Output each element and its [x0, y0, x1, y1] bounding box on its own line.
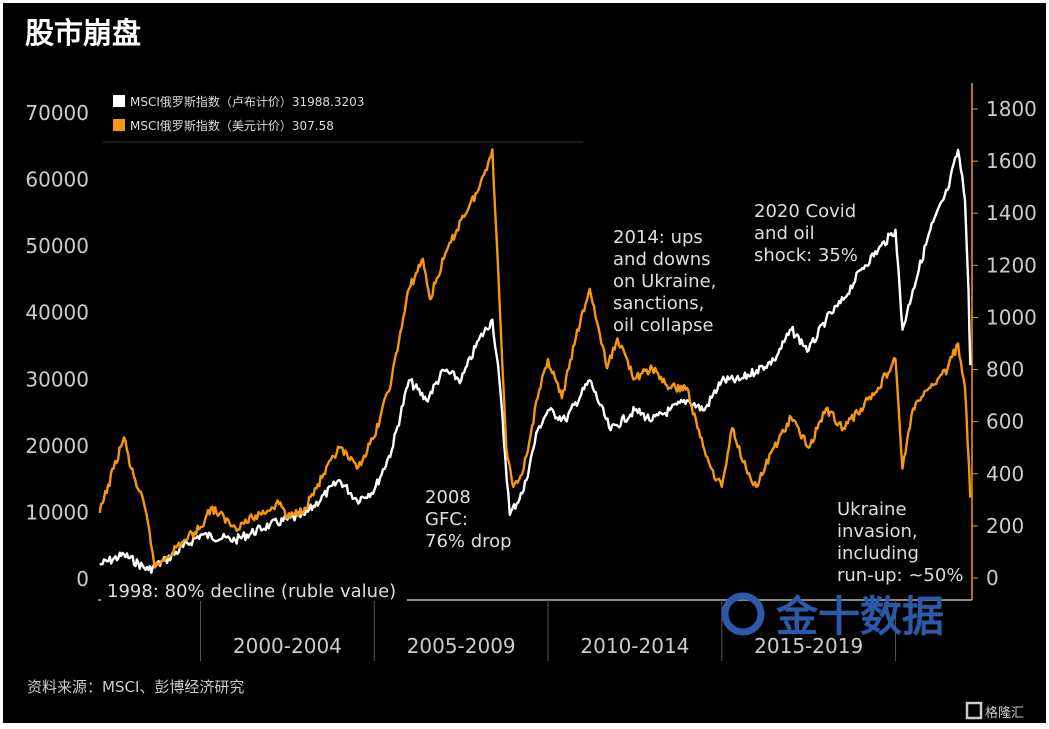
right-tick-label: 0 [986, 566, 999, 590]
annotation-bg [101, 579, 407, 601]
annotation-line: shock: 35% [754, 245, 858, 266]
legend-label-ruble: MSCI俄罗斯指数（卢布计价）31988.3203 [130, 94, 364, 109]
gelonghui-text: 格隆汇 [985, 705, 1024, 721]
left-tick-label: 60000 [25, 168, 89, 192]
annotation-line: and oil [754, 223, 815, 244]
annotation-line: oil collapse [613, 315, 714, 336]
annotation-line: GFC: [425, 509, 468, 530]
annotation-line: including [837, 543, 919, 564]
right-tick-label: 1800 [986, 97, 1037, 121]
right-tick-label: 200 [986, 514, 1024, 538]
jin10-watermark: 金十数据 [721, 592, 944, 641]
gelonghui-logo: 格隆汇 [965, 701, 1024, 721]
x-tick-label: 2015-2019 [754, 634, 863, 658]
chart-title: 股市崩盘 [25, 16, 141, 50]
annotation-line: invasion, [837, 521, 918, 542]
right-tick-label: 400 [986, 462, 1024, 486]
right-tick-label: 1200 [986, 253, 1037, 277]
jin10-logo-icon [721, 592, 765, 636]
legend-bg [103, 91, 583, 143]
right-tick-label: 600 [986, 410, 1024, 434]
right-tick-label: 1400 [986, 201, 1037, 225]
annotation-a1998: 1998: 80% decline (ruble value) [101, 579, 407, 602]
annotation-line: and downs [613, 249, 711, 270]
legend: MSCI俄罗斯指数（卢布计价）31988.3203 MSCI俄罗斯指数（美元计价… [103, 91, 583, 143]
ruble-series-line [99, 148, 972, 574]
gelonghui-logo-icon [965, 701, 983, 720]
source-note: 资料来源：MSCI、彭博经济研究 [27, 678, 244, 696]
annotation-line: Ukraine [837, 499, 907, 520]
chart-svg: 股市崩盘 01000020000300004000050000600007000… [25, 16, 1037, 721]
left-tick-label: 40000 [25, 301, 89, 325]
usd-series-line [98, 148, 972, 569]
annotation-line: 2020 Covid [754, 201, 856, 222]
annotation-line: sanctions, [613, 293, 704, 314]
annotation-line: 1998: 80% decline (ruble value) [107, 581, 396, 602]
chart-container: 股市崩盘 0 10000 20000 30000 40000 50000 60000 7000… [3, 3, 1046, 723]
right-tick-label: 800 [986, 358, 1024, 382]
left-tick-label: 70000 [25, 101, 89, 125]
x-tick-label: 2000-2004 [233, 634, 342, 658]
annotation-line: 2014: ups [613, 227, 703, 248]
left-tick-label: 30000 [25, 367, 89, 391]
right-tick-label: 1600 [986, 149, 1037, 173]
x-tick-label: 2010-2014 [580, 634, 689, 658]
left-tick-label: 20000 [25, 434, 89, 458]
legend-swatch-ruble [113, 95, 125, 107]
x-tick-label: 2005-2009 [407, 634, 516, 658]
left-tick-label: 50000 [25, 234, 89, 258]
annotation-line: run-up: ~50% [837, 565, 963, 586]
jin10-watermark-text: 金十数据 [775, 592, 944, 641]
legend-swatch-usd [113, 119, 125, 131]
right-tick-label: 1000 [986, 305, 1037, 329]
annotation-line: on Ukraine, [613, 271, 716, 292]
legend-label-usd: MSCI俄罗斯指数（美元计价）307.58 [130, 118, 334, 133]
annotation-line: 76% drop [425, 531, 512, 552]
left-tick-label: 0 [76, 567, 89, 591]
annotation-line: 2008 [425, 487, 471, 508]
left-tick-label: 10000 [25, 500, 89, 524]
